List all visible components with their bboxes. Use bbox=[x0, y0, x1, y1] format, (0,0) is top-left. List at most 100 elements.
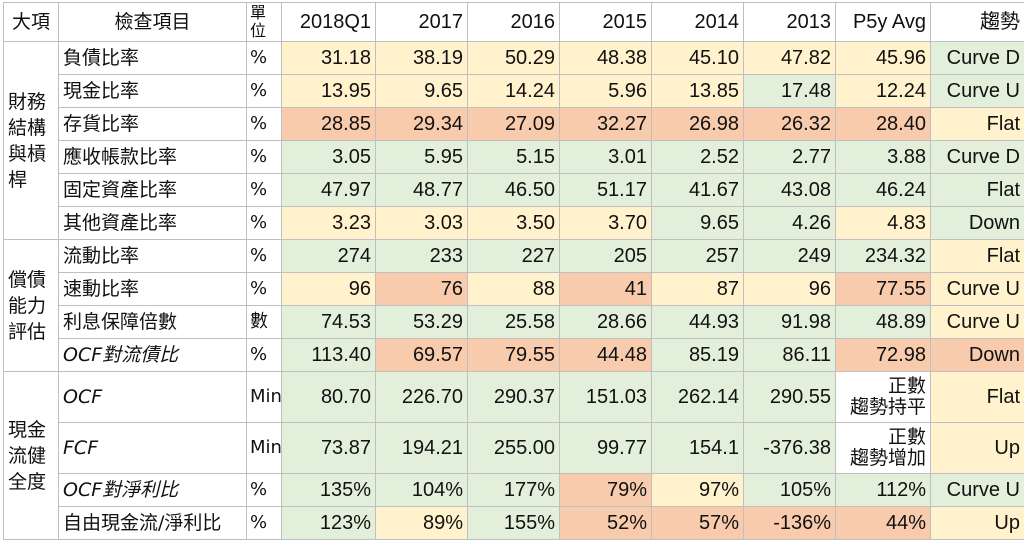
value-cell: 12.24 bbox=[835, 74, 931, 108]
header-2016: 2016 bbox=[467, 2, 560, 42]
value-cell: 135% bbox=[281, 473, 376, 507]
value-cell: 274 bbox=[281, 239, 376, 273]
item-cell: 速動比率 bbox=[58, 272, 247, 306]
table-row: 固定資產比率% 47.97 48.77 46.50 51.17 41.67 43.08 46.… bbox=[4, 173, 1024, 207]
value-cell: 14.24 bbox=[467, 74, 560, 108]
value-cell: -376.38 bbox=[743, 422, 836, 474]
value-cell: 89% bbox=[375, 506, 468, 540]
item-cell: 利息保障倍數 bbox=[58, 305, 247, 339]
table-row: 其他資產比率% 3.23 3.03 3.50 3.70 9.65 4.26 4.83 Down bbox=[4, 206, 1024, 240]
value-cell: 2.77 bbox=[743, 140, 836, 174]
unit-cell: % bbox=[246, 272, 282, 306]
value-cell: 28.85 bbox=[281, 107, 376, 141]
value-cell: 69.57 bbox=[375, 338, 468, 372]
unit-cell: Min bbox=[246, 422, 282, 474]
table-row: 現金流健全度 OCF Min 80.70 226.70 290.37 151.03 262.1… bbox=[3, 371, 1024, 540]
value-cell: 5.15 bbox=[467, 140, 560, 174]
avg-note-cell: 正數 趨勢增加 bbox=[835, 422, 931, 474]
trend-cell: Flat bbox=[930, 239, 1024, 273]
value-cell: 38.19 bbox=[375, 41, 468, 75]
value-cell: 5.96 bbox=[559, 74, 652, 108]
value-cell: 48.89 bbox=[835, 305, 931, 339]
item-cell: 現金比率 bbox=[58, 74, 247, 108]
value-cell: 2.52 bbox=[651, 140, 744, 174]
value-cell: 290.55 bbox=[743, 371, 836, 423]
trend-cell: Up bbox=[930, 506, 1024, 540]
value-cell: 43.08 bbox=[743, 173, 836, 207]
table-row: 速動比率% 96 76 88 41 87 96 77.55 Curve U bbox=[4, 272, 1024, 306]
header-unit: 單位 bbox=[246, 2, 282, 42]
table-row: 償債能力評估 流動比率% 274 233 227 205 257 249 234.32 Flat bbox=[3, 239, 1024, 372]
value-cell: 151.03 bbox=[559, 371, 652, 423]
value-cell: 227 bbox=[467, 239, 560, 273]
value-cell: 51.17 bbox=[559, 173, 652, 207]
value-cell: 104% bbox=[375, 473, 468, 507]
value-cell: 105% bbox=[743, 473, 836, 507]
unit-cell: 數 bbox=[246, 305, 282, 339]
trend-cell: Down bbox=[930, 206, 1024, 240]
value-cell: 123% bbox=[281, 506, 376, 540]
value-cell: 113.40 bbox=[281, 338, 376, 372]
unit-cell: % bbox=[246, 338, 282, 372]
trend-cell: Curve D bbox=[930, 140, 1024, 174]
value-cell: 17.48 bbox=[743, 74, 836, 108]
value-cell: 79% bbox=[559, 473, 652, 507]
value-cell: 44% bbox=[835, 506, 931, 540]
value-cell: 26.98 bbox=[651, 107, 744, 141]
unit-cell: % bbox=[246, 173, 282, 207]
value-cell: 4.26 bbox=[743, 206, 836, 240]
value-cell: 96 bbox=[743, 272, 836, 306]
unit-cell: % bbox=[246, 239, 282, 273]
table-row: OCF對淨利比% 135% 104% 177% 79% 97% 105% 112% Curve … bbox=[4, 473, 1024, 507]
value-cell: 47.97 bbox=[281, 173, 376, 207]
unit-cell: Min bbox=[246, 371, 282, 423]
avg-note-line: 正數 bbox=[887, 375, 926, 397]
item-cell: 存貨比率 bbox=[58, 107, 247, 141]
value-cell: 32.27 bbox=[559, 107, 652, 141]
value-cell: 44.93 bbox=[651, 305, 744, 339]
unit-cell: % bbox=[246, 473, 282, 507]
value-cell: 205 bbox=[559, 239, 652, 273]
value-cell: 26.32 bbox=[743, 107, 836, 141]
value-cell: 73.87 bbox=[281, 422, 376, 474]
value-cell: 154.1 bbox=[651, 422, 744, 474]
value-cell: 155% bbox=[467, 506, 560, 540]
value-cell: 50.29 bbox=[467, 41, 560, 75]
value-cell: 48.38 bbox=[559, 41, 652, 75]
value-cell: 72.98 bbox=[835, 338, 931, 372]
value-cell: 29.34 bbox=[375, 107, 468, 141]
value-cell: 45.10 bbox=[651, 41, 744, 75]
value-cell: 28.66 bbox=[559, 305, 652, 339]
header-row: 大項 檢查項目 單位 2018Q1 2017 2016 2015 2014 20… bbox=[3, 2, 1024, 42]
value-cell: 4.83 bbox=[835, 206, 931, 240]
financial-check-table: 大項 檢查項目 單位 2018Q1 2017 2016 2015 2014 20… bbox=[3, 2, 1024, 540]
value-cell: 48.77 bbox=[375, 173, 468, 207]
item-cell: OCF bbox=[58, 371, 247, 423]
value-cell: 86.11 bbox=[743, 338, 836, 372]
value-cell: 255.00 bbox=[467, 422, 560, 474]
avg-note-line: 趨勢增加 bbox=[849, 447, 926, 469]
trend-cell: Curve D bbox=[930, 41, 1024, 75]
unit-cell: % bbox=[246, 74, 282, 108]
value-cell: 226.70 bbox=[375, 371, 468, 423]
table-row: 現金比率% 13.95 9.65 14.24 5.96 13.85 17.48 12.24 Cu… bbox=[4, 74, 1024, 108]
item-cell: 應收帳款比率 bbox=[58, 140, 247, 174]
unit-cell: % bbox=[246, 506, 282, 540]
value-cell: 41 bbox=[559, 272, 652, 306]
header-2015: 2015 bbox=[559, 2, 652, 42]
value-cell: 79.55 bbox=[467, 338, 560, 372]
item-cell: 其他資產比率 bbox=[58, 206, 247, 240]
value-cell: 262.14 bbox=[651, 371, 744, 423]
value-cell: 290.37 bbox=[467, 371, 560, 423]
value-cell: 46.50 bbox=[467, 173, 560, 207]
value-cell: 5.95 bbox=[375, 140, 468, 174]
value-cell: 3.03 bbox=[375, 206, 468, 240]
value-cell: 31.18 bbox=[281, 41, 376, 75]
table-row: 存貨比率% 28.85 29.34 27.09 32.27 26.98 26.32 28.40… bbox=[4, 107, 1024, 141]
table-row: 自由現金流/淨利比% 123% 89% 155% 52% 57% -136% 44% Up bbox=[4, 506, 1024, 540]
header-category: 大項 bbox=[3, 2, 59, 42]
table-row: FCF Min 73.87 194.21 255.00 99.77 154.1 -376.38… bbox=[4, 422, 1024, 474]
value-cell: 3.88 bbox=[835, 140, 931, 174]
avg-note-line: 趨勢持平 bbox=[849, 396, 926, 418]
value-cell: 9.65 bbox=[651, 206, 744, 240]
